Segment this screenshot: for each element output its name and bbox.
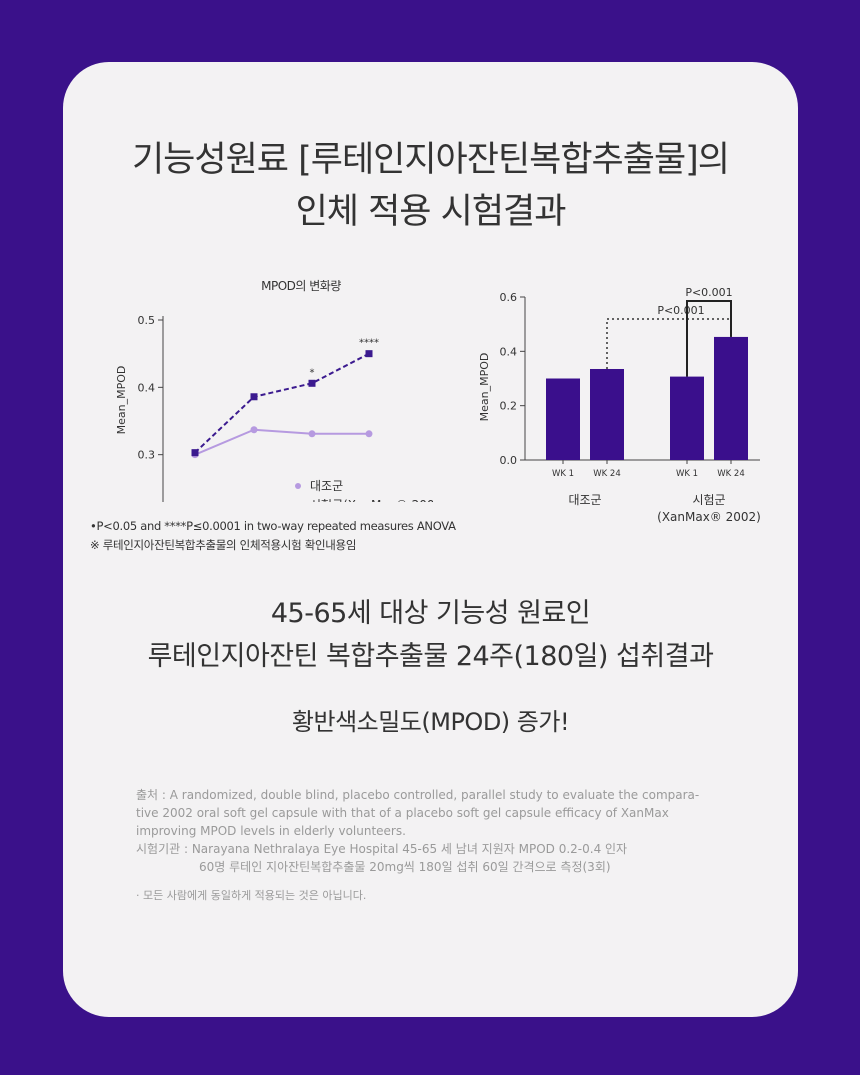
footnote-significance: •P<0.05 and ****P≤0.0001 in two-way repe… [90,519,456,533]
title-line-2: 인체 적용 시험결과 [295,192,567,232]
bar-x-tick-label: WK 1 [552,469,574,479]
bar-x-tick-label: WK 24 [717,469,745,479]
source-line-2: tive 2002 oral soft gel capsule with tha… [136,806,669,820]
disclaimer: · 모든 사람에게 동일하게 적용되는 것은 아닙니다. [136,889,367,902]
line-point-control [250,426,258,434]
line-chart-title: MPOD의 변화량 [261,279,341,293]
bar-y-tick-label: 0.6 [500,291,518,304]
bar-y-tick-label: 0.0 [500,454,518,467]
line-series-test [194,352,370,454]
source-line-1: 출처 : A randomized, double blind, placebo… [136,788,700,802]
bar-test-wk1 [670,376,704,460]
bar-group-label: 시험군 [692,493,725,507]
bar-control-wk24 [590,368,624,460]
significance-label-within-test: P<0.001 [685,286,732,299]
source-line-3: improving MPOD levels in elderly volunte… [136,824,406,838]
legend-test-label: 시험군(XanMax® 2002) [310,498,433,502]
significance-marker: **** [359,338,379,349]
line-y-tick-label: 0.4 [138,381,156,394]
bar-group-label: 대조군 [568,493,601,507]
significance-label-between-groups: P<0.001 [657,304,704,317]
legend-control-label: 대조군 [310,479,343,493]
line-series-control [194,428,369,456]
highlight-result: 황반색소밀도(MPOD) 증가! [291,708,570,736]
bar-chart-ylabel: Mean_MPOD [478,353,491,422]
line-chart-axes [162,316,164,502]
line-point-control [308,430,316,438]
significance-marker: * [310,367,315,378]
bar-test-wk24 [714,336,748,460]
line-y-tick-label: 0.3 [138,449,156,462]
line-point-test [250,393,258,401]
significance-bracket-between-groups [606,318,732,369]
source-line-5: 60명 루테인 지아잔틴복합추출물 20mg씩 180일 섭취 60일 간격으로… [199,860,611,874]
subheading-line-1: 45-65세 대상 기능성 원료인 [270,598,591,629]
line-point-test [308,379,316,387]
chart-footnotes: •P<0.05 and ****P≤0.0001 in two-way repe… [90,517,456,555]
footnote-note: ※ 루테인지아잔틴복합추출물의 인체적용시험 확인내용임 [90,538,357,552]
bar-x-tick-label: WK 24 [593,469,621,479]
subheading-line-2: 루테인지아잔틴 복합추출물 24주(180일) 섭취결과 [147,641,714,672]
source-citation: 출처 : A randomized, double blind, placebo… [136,786,699,876]
bar-y-tick-label: 0.4 [500,345,518,358]
source-line-4: 시험기관 : Narayana Nethralaya Eye Hospital … [136,842,628,856]
line-y-tick-label: 0.5 [138,314,156,327]
content-card: 기능성원료 [루테인지아잔틴복합추출물]의 인체 적용 시험결과 MPOD의 변… [63,62,798,1017]
line-point-test [365,350,373,358]
mpod-line-chart: MPOD의 변화량 Mean_MPOD 0.20.30.40.5 Baselin… [115,279,433,502]
line-chart-ylabel: Mean_MPOD [115,366,128,435]
bar-y-tick-label: 0.2 [500,400,518,413]
bar-group-sublabel: (XanMax® 2002) [657,510,761,524]
bar-x-tick-label: WK 1 [676,469,698,479]
line-point-test [191,449,199,457]
significance-bracket-within-test [686,300,732,377]
bar-control-wk1 [546,378,580,460]
legend-control-marker [295,483,301,489]
result-subheading: 45-65세 대상 기능성 원료인 루테인지아잔틴 복합추출물 24주(180일… [63,592,798,678]
line-point-control [365,430,373,438]
page-title: 기능성원료 [루테인지아잔틴복합추출물]의 인체 적용 시험결과 [63,134,798,238]
mpod-bar-chart: Mean_MPOD 0.0 0.2 0.4 0.6 P<0.001 P<0.001 WK… [478,286,761,524]
title-line-1: 기능성원료 [루테인지아잔틴복합추출물]의 [131,140,730,180]
